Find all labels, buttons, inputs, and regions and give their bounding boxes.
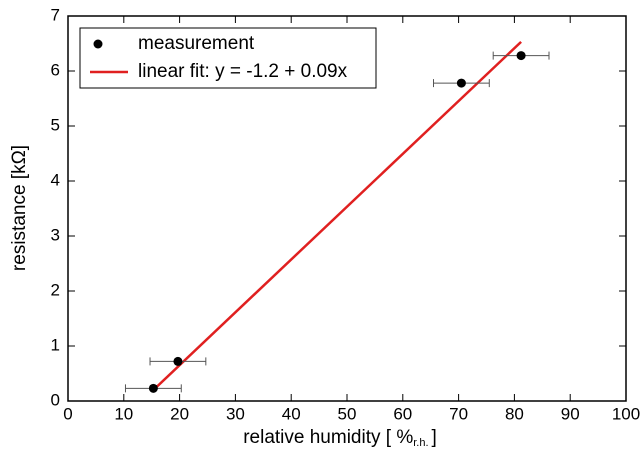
y-tick-label: 4 [51,170,60,189]
x-tick-label: 10 [114,404,133,423]
legend-label: linear fit: y = -1.2 + 0.09x [138,61,348,82]
x-tick-label: 60 [393,404,412,423]
y-tick-label: 5 [51,115,60,134]
data-point [148,383,158,393]
x-tick-label: 40 [282,404,301,423]
y-axis-label: resistance [kΩ] [9,145,30,271]
y-tick-label: 2 [51,280,60,299]
x-tick-label: 30 [226,404,245,423]
x-label-main: relative humidity [ % [243,427,413,448]
x-tick-label: 100 [612,404,640,423]
x-label-end: ] [432,427,437,448]
y-tick-label: 3 [51,225,60,244]
x-tick-label: 90 [561,404,580,423]
x-tick-label: 50 [338,404,357,423]
data-point [516,51,526,61]
y-tick-label: 0 [51,390,60,409]
legend-label: measurement [138,33,255,54]
data-point [173,356,183,366]
y-tick-label: 7 [51,5,60,24]
legend-box [79,27,377,89]
x-label-sub: r.h. [413,437,428,449]
fit-line [152,40,522,391]
y-tick-label: 1 [51,335,60,354]
legend-swatch [93,39,103,49]
x-tick-label: 70 [449,404,468,423]
data-point [456,78,466,88]
x-tick-label: 0 [63,404,72,423]
x-tick-label: 80 [505,404,524,423]
x-tick-label: 20 [170,404,189,423]
x-axis-label: relative humidity [ %r.h.] [243,427,437,449]
y-tick-label: 6 [51,60,60,79]
